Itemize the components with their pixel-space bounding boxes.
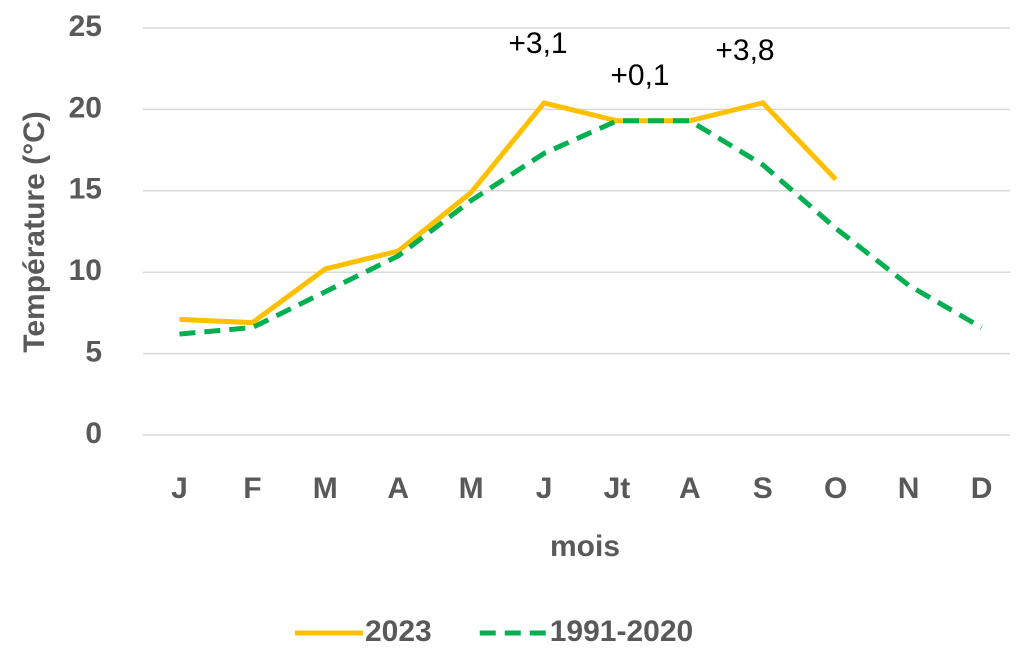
x-tick-label: A	[679, 472, 701, 505]
series-line	[179, 100, 838, 326]
y-tick-label: 25	[69, 10, 102, 43]
x-tick-label: D	[971, 472, 993, 505]
x-tick-label: O	[824, 472, 847, 505]
x-tick-label: N	[898, 472, 920, 505]
y-tick-label: 10	[69, 254, 102, 287]
x-tick-label: M	[459, 472, 484, 505]
y-tick-label: 0	[85, 417, 102, 450]
x-tick-label: A	[387, 472, 409, 505]
annotation: +0,1	[610, 59, 669, 92]
x-tick-label: Jt	[604, 472, 631, 505]
series-line	[179, 118, 983, 337]
x-axis-title: mois	[550, 530, 620, 563]
y-axis-title: Température (°C)	[18, 111, 51, 352]
y-tick-label: 5	[85, 336, 102, 369]
x-tick-label: S	[753, 472, 773, 505]
x-tick-label: J	[171, 472, 188, 505]
x-tick-label: M	[313, 472, 338, 505]
x-tick-label: J	[536, 472, 553, 505]
y-tick-label: 15	[69, 173, 102, 206]
legend-label: 2023	[365, 615, 432, 648]
legend-label: 1991-2020	[550, 615, 693, 648]
annotation: +3,1	[508, 27, 567, 60]
annotation: +3,8	[715, 34, 774, 67]
x-tick-label: F	[243, 472, 261, 505]
y-tick-label: 20	[69, 91, 102, 124]
